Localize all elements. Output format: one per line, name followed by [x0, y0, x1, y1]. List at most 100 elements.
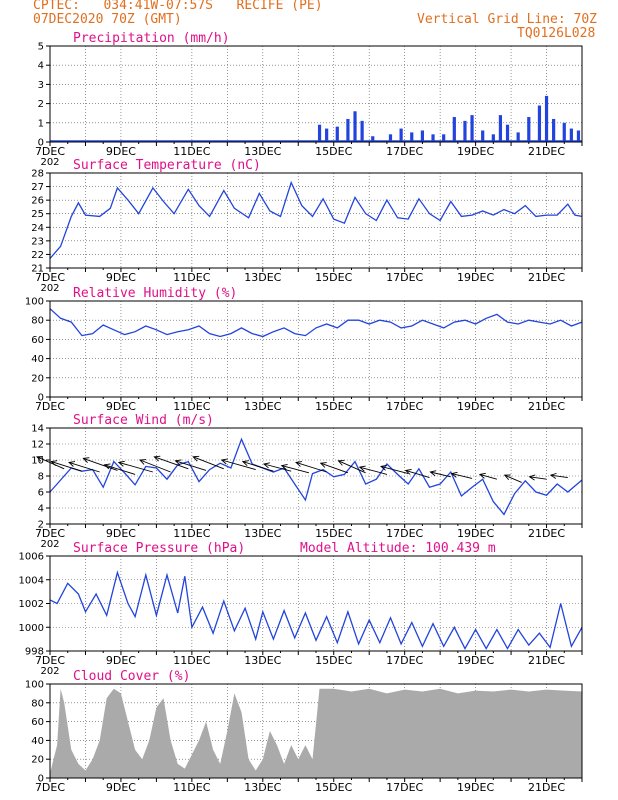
- plot-frame: [49, 172, 583, 269]
- x-tick-label: 19DEC: [457, 654, 494, 667]
- surface-temperature-panel: 21 22 23 24 25 26 27 28 7DEC 9DEC 11DEC 13DEC 15DEC 1…: [31, 158, 583, 294]
- x-tick-label: 11DEC: [173, 400, 210, 413]
- relative-humidity-line: [49, 308, 583, 338]
- wind-arrow-shaft: [295, 461, 327, 473]
- precip-bar: [552, 118, 556, 142]
- x-tick-label: 21DEC: [528, 527, 565, 540]
- x-tick-label: 19DEC: [457, 400, 494, 413]
- wind-arrow-head: [478, 472, 486, 479]
- wind-arrow: [262, 462, 292, 472]
- surface-wind-title: Surface Wind (m/s): [73, 413, 214, 428]
- wind-arrow-head: [503, 474, 511, 481]
- x-tick-label: 19DEC: [457, 781, 494, 794]
- wind-arrow-head: [68, 461, 76, 467]
- wind-arrow: [36, 456, 65, 470]
- wind-arrow: [528, 474, 547, 481]
- y-tick-label: 0: [38, 774, 44, 785]
- x-year-label: 202: [40, 666, 59, 677]
- x-tick-label: 9DEC: [106, 400, 136, 413]
- x-tick-label: 11DEC: [173, 527, 210, 540]
- x-tick-label: 21DEC: [528, 271, 565, 284]
- y-tick-label: 40: [31, 354, 44, 365]
- y-tick-label: 20: [31, 373, 44, 384]
- wind-arrow-head: [262, 462, 270, 469]
- wind-arrow: [503, 474, 522, 483]
- precip-bar: [335, 126, 339, 142]
- x-tick-label: 21DEC: [528, 781, 565, 794]
- wind-arrow: [103, 463, 136, 475]
- wind-arrow: [192, 455, 224, 470]
- wind-arrow-head: [103, 463, 111, 470]
- x-tick-label: 7DEC: [35, 400, 65, 413]
- wind-arrow-head: [358, 465, 366, 472]
- y-tick-label: 1006: [19, 552, 44, 563]
- precip-bar: [562, 122, 566, 142]
- wind-arrow-shaft: [139, 459, 171, 473]
- wind-arrow-head: [82, 457, 90, 463]
- x-tick-label: 17DEC: [386, 271, 423, 284]
- surface-wind-line: [49, 437, 583, 516]
- surface-pressure-title: Surface Pressure (hPa): [73, 541, 245, 556]
- y-tick-label: 24: [31, 223, 44, 234]
- x-tick-label: 15DEC: [315, 400, 352, 413]
- cloud-area: [50, 688, 582, 778]
- x-tick-label: 17DEC: [386, 527, 423, 540]
- y-tick-label: 22: [31, 250, 44, 261]
- x-tick-label: 19DEC: [457, 145, 494, 158]
- y-tick-label: 25: [31, 209, 44, 220]
- wind-arrow-head: [450, 471, 458, 478]
- wind-arrow: [450, 471, 473, 479]
- x-tick-label: 9DEC: [106, 781, 136, 794]
- precip-bar: [353, 111, 357, 142]
- wind-arrow: [174, 459, 207, 471]
- plot-frame: [49, 555, 583, 652]
- precip-bar: [527, 117, 531, 142]
- wind-arrow-shaft: [104, 464, 136, 475]
- x-tick-label: 21DEC: [528, 145, 565, 158]
- x-tick-label: 13DEC: [244, 145, 281, 158]
- wind-arrow-shaft: [263, 463, 292, 472]
- x-tick-label: 11DEC: [173, 271, 210, 284]
- wind-arrow-shaft: [193, 456, 224, 470]
- y-tick-label: 21: [31, 264, 44, 275]
- plot-frame: [49, 45, 583, 143]
- wind-arrow-shaft: [51, 461, 83, 472]
- y-tick-label: 20: [31, 755, 44, 766]
- run-date: 07DEC2020 70Z (GMT): [33, 12, 182, 27]
- x-tick-label: 21DEC: [528, 654, 565, 667]
- wind-arrow-shaft: [504, 474, 522, 483]
- precip-bar: [516, 132, 520, 142]
- y-tick-label: 100: [25, 680, 44, 691]
- y-tick-label: 998: [25, 647, 44, 658]
- precip-bar: [452, 117, 456, 142]
- wind-arrow-head: [139, 459, 147, 465]
- relative-humidity-title: Relative Humidity (%): [73, 286, 237, 301]
- wind-arrow-shaft: [380, 465, 409, 475]
- wind-arrow-shaft: [451, 473, 473, 479]
- wind-arrow-shaft: [221, 459, 256, 471]
- x-tick-label: 15DEC: [315, 527, 352, 540]
- wind-arrow-head: [429, 470, 437, 477]
- x-tick-label: 15DEC: [315, 271, 352, 284]
- y-tick-label: 8: [38, 472, 44, 483]
- wind-arrow: [220, 458, 256, 471]
- wind-arrow-head: [36, 456, 43, 462]
- precip-bar: [537, 105, 542, 142]
- wind-arrow-shaft: [430, 471, 451, 478]
- wind-arrow-shaft: [68, 461, 100, 473]
- precip-bar: [371, 136, 375, 142]
- wind-arrow: [549, 472, 568, 479]
- x-tick-label: 7DEC: [35, 271, 65, 284]
- wind-arrow: [404, 469, 430, 479]
- plot-frame: [49, 427, 583, 525]
- y-tick-label: 26: [31, 196, 44, 207]
- y-tick-label: 14: [31, 424, 44, 435]
- wind-arrow-head: [220, 458, 228, 465]
- wind-arrow-head: [153, 455, 161, 462]
- wind-arrow-head: [50, 460, 58, 467]
- surface-pressure-panel: 998 1000 1002 1004 1006 7DEC 9DEC 11DEC 13DEC 15D…: [19, 541, 583, 677]
- precip-bar: [420, 130, 424, 142]
- wind-arrow-head: [380, 464, 387, 471]
- y-tick-label: 12: [31, 440, 44, 451]
- wind-arrow: [429, 470, 451, 478]
